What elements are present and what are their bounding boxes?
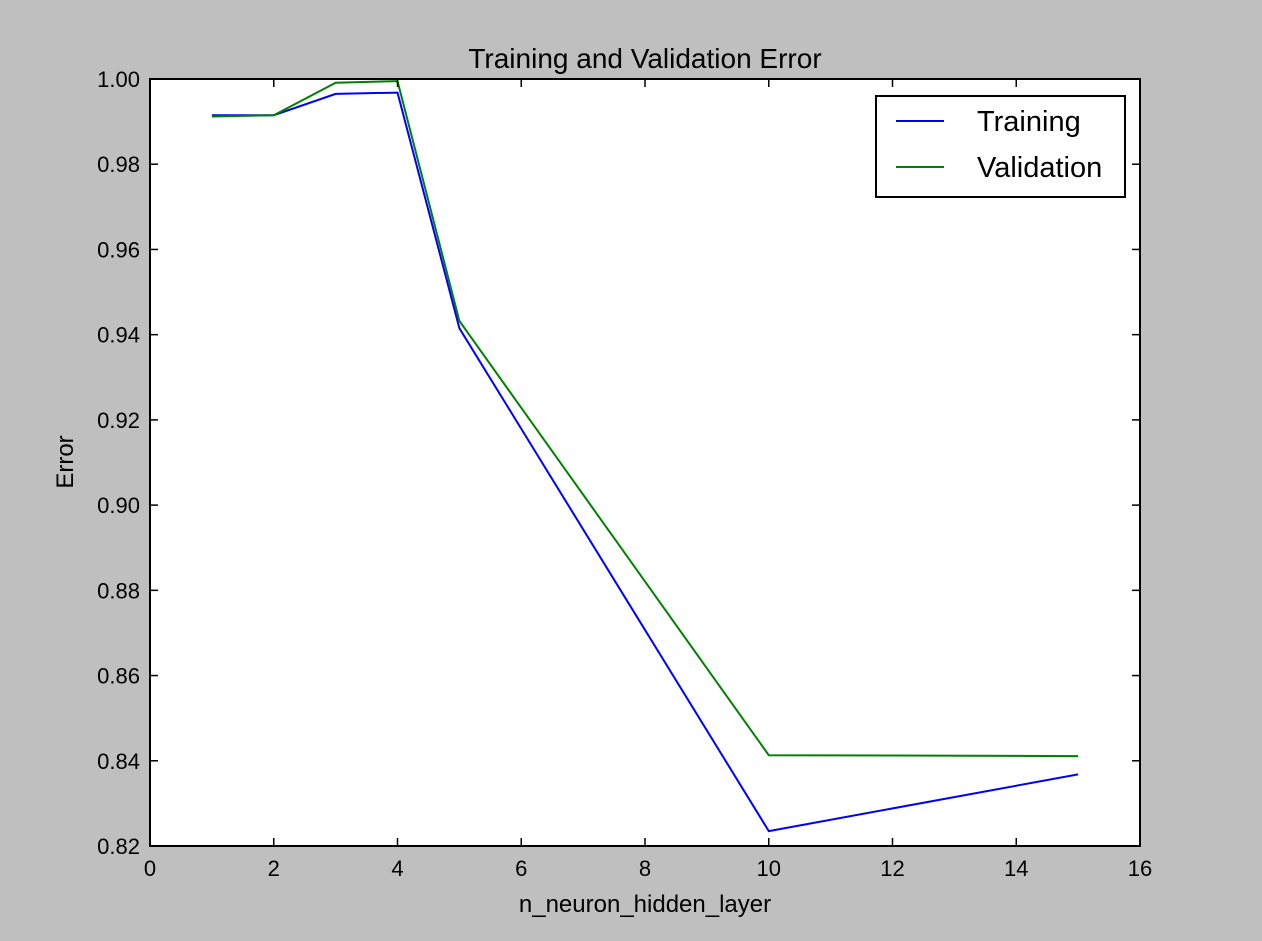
legend-box <box>875 95 1126 198</box>
y-tick-label: 0.94 <box>97 323 140 348</box>
legend: Training Validation <box>875 95 1126 198</box>
chart-title: Training and Validation Error <box>468 43 821 74</box>
plot-frame <box>149 78 1141 847</box>
x-tick-label: 8 <box>639 856 651 881</box>
x-tick-label: 12 <box>880 856 904 881</box>
tick-labels-layer: 0 2 4 6 8 10 12 14 16 0.82 0.84 0.86 0.88 0.90 0.92 0.9… <box>97 67 1152 881</box>
y-tick-label: 0.82 <box>97 834 140 859</box>
plot-area <box>150 79 1140 846</box>
x-tick-label: 10 <box>757 856 781 881</box>
y-tick-label: 0.84 <box>97 749 140 774</box>
y-tick-label: 0.90 <box>97 493 140 518</box>
x-tick-label: 0 <box>144 856 156 881</box>
y-tick-label: 0.96 <box>97 237 140 262</box>
y-tick-label: 1.00 <box>97 67 140 92</box>
y-tick-label: 0.86 <box>97 664 140 689</box>
y-tick-label: 0.88 <box>97 578 140 603</box>
y-tick-label: 0.92 <box>97 408 140 433</box>
x-tick-label: 2 <box>268 856 280 881</box>
x-tick-label: 14 <box>1004 856 1028 881</box>
legend-label-training: Training <box>977 106 1081 138</box>
x-axis-label: n_neuron_hidden_layer <box>519 891 771 918</box>
x-tick-label: 4 <box>391 856 403 881</box>
y-axis-label: Error <box>52 435 79 488</box>
legend-label-validation: Validation <box>977 152 1102 184</box>
x-tick-label: 6 <box>515 856 527 881</box>
x-tick-label: 16 <box>1128 856 1152 881</box>
y-tick-label: 0.98 <box>97 152 140 177</box>
